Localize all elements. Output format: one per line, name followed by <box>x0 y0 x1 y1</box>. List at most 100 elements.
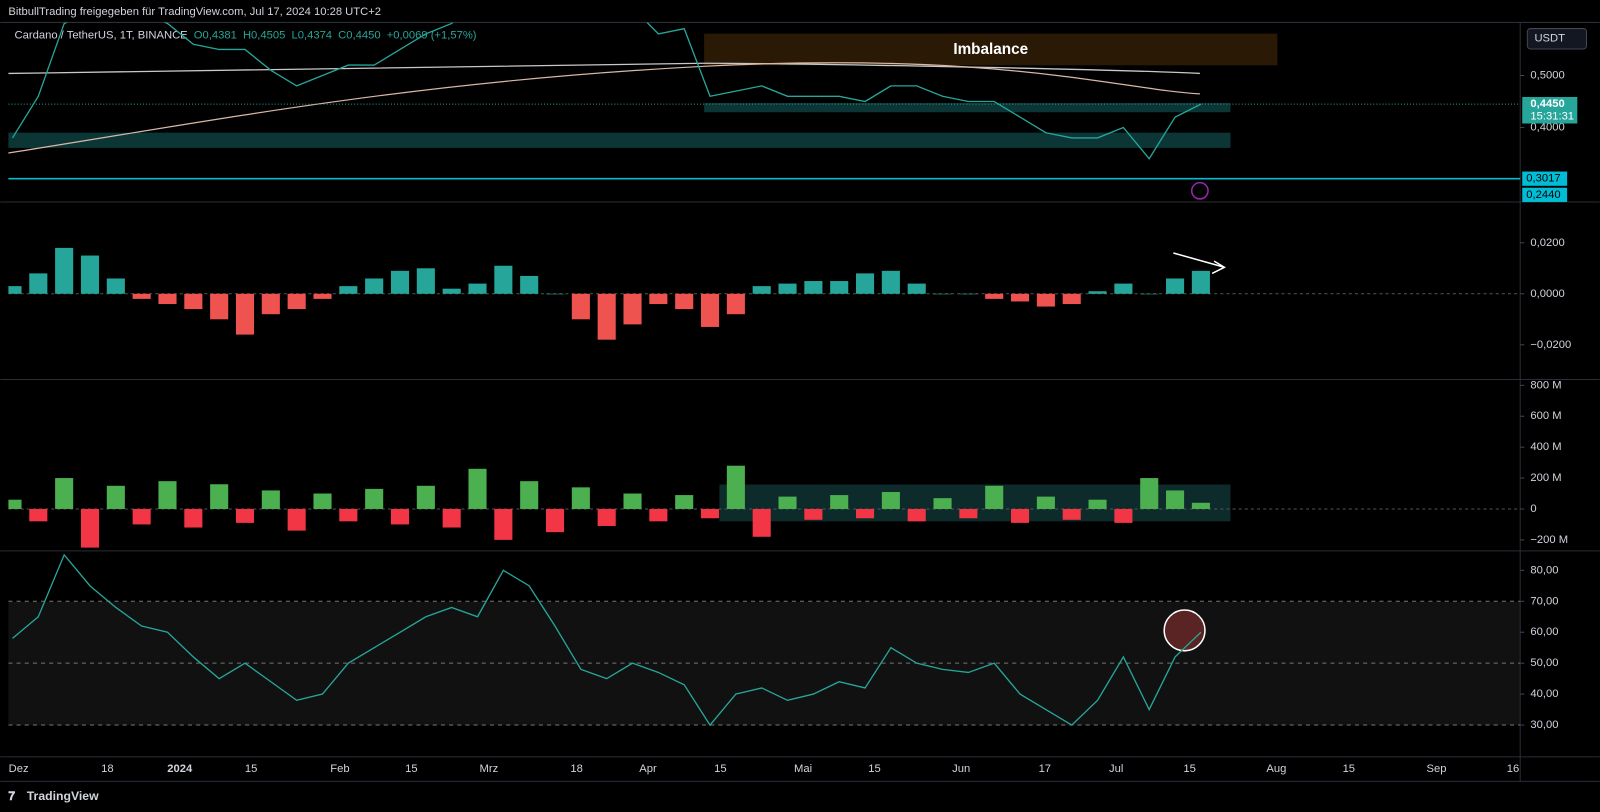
bar <box>184 293 203 310</box>
bar <box>158 293 177 304</box>
bar <box>1062 293 1081 304</box>
countdown: 15:31:31 <box>1530 110 1574 122</box>
x-tick-label: Apr <box>639 763 657 775</box>
bar <box>623 493 642 509</box>
bar <box>985 485 1004 509</box>
price-badge <box>1522 96 1578 124</box>
bar <box>597 293 616 340</box>
bar <box>933 293 952 295</box>
bar <box>649 508 668 522</box>
arrow <box>1173 252 1226 275</box>
y-tick-label: 60,00 <box>1530 626 1558 638</box>
bar <box>106 485 125 509</box>
bar <box>752 286 771 294</box>
x-tick-label: 15 <box>245 763 257 775</box>
alert-icon <box>1190 181 1209 200</box>
imbalance-zone <box>704 33 1278 66</box>
currency: USDT <box>1534 33 1565 45</box>
bar <box>1166 278 1185 294</box>
x-tick-label: 15 <box>868 763 880 775</box>
bar <box>1140 293 1159 295</box>
x-tick-label: Sep <box>1427 763 1447 775</box>
bar <box>132 508 151 525</box>
x-tick-label: 15 <box>405 763 417 775</box>
bar <box>778 496 797 509</box>
y-tick-label: 400 M <box>1530 441 1561 453</box>
bar <box>494 265 513 294</box>
bar <box>494 508 513 540</box>
y-tick-label: 50,00 <box>1530 657 1558 669</box>
currency-button[interactable] <box>1526 28 1588 50</box>
bar <box>339 286 358 294</box>
annotation: Imbalance <box>953 41 1028 58</box>
pane <box>8 553 1521 727</box>
x-tick-label: 18 <box>570 763 582 775</box>
bar <box>1062 508 1081 520</box>
bar <box>959 293 978 295</box>
bar <box>261 293 280 315</box>
y-tick-label: −0,0200 <box>1530 339 1571 351</box>
x-tick-label: Aug <box>1266 763 1286 775</box>
bar <box>520 481 539 509</box>
bar <box>804 281 823 294</box>
moving-average <box>8 62 1200 154</box>
bar <box>985 293 1004 299</box>
bar <box>442 288 461 294</box>
highlight-circle <box>1163 609 1206 652</box>
x-tick-label: 15 <box>714 763 726 775</box>
bar <box>830 281 849 294</box>
legend-text: O0,4381 <box>194 30 237 42</box>
bar <box>907 508 926 522</box>
bar <box>55 478 74 509</box>
bar <box>1114 283 1133 294</box>
brand-logo: 𝟕 <box>8 789 15 803</box>
zone <box>704 103 1231 113</box>
bar <box>8 499 22 509</box>
legend-text: Cardano / TetherUS, 1T, BINANCE <box>15 30 188 42</box>
bar <box>856 508 875 519</box>
bar <box>520 275 539 294</box>
bar <box>55 247 74 294</box>
bar <box>830 495 849 509</box>
bar <box>287 508 306 531</box>
x-tick-label: 15 <box>1343 763 1355 775</box>
bar <box>313 293 332 299</box>
x-tick-label: 18 <box>101 763 113 775</box>
x-tick-label: Dez <box>9 763 29 775</box>
y-tick-label: 40,00 <box>1530 688 1558 700</box>
y-tick-label: 0,5000 <box>1530 69 1564 81</box>
bar <box>571 487 590 509</box>
bar <box>1191 502 1210 509</box>
bar <box>210 484 229 509</box>
zone <box>8 132 1231 148</box>
bar <box>675 293 694 310</box>
brand: TradingView <box>27 789 99 803</box>
bar <box>571 293 590 320</box>
price-badge <box>1522 187 1568 202</box>
bar <box>623 293 642 325</box>
bar <box>804 508 823 520</box>
bar <box>726 465 745 509</box>
x-tick-label: Feb <box>330 763 349 775</box>
y-tick-label: 70,00 <box>1530 595 1558 607</box>
bar <box>907 283 926 294</box>
line-series <box>12 553 1202 727</box>
legend: Cardano / TetherUS, 1T, BINANCE O0,4381 H0… <box>15 30 477 42</box>
bar <box>726 293 745 315</box>
bar <box>1114 508 1133 523</box>
last-price-label: 0,4450 <box>1530 98 1564 110</box>
pane <box>8 465 1521 548</box>
bar <box>235 293 255 335</box>
y-tick-label: 0,0000 <box>1530 288 1564 300</box>
y-tick-label: −200 M <box>1530 534 1568 546</box>
bar <box>933 498 952 509</box>
bar <box>959 508 978 519</box>
bar <box>675 495 694 509</box>
bar <box>1036 293 1055 307</box>
bar <box>287 293 306 310</box>
x-tick-label: Jul <box>1109 763 1123 775</box>
bar <box>8 286 22 294</box>
bar <box>545 293 565 295</box>
